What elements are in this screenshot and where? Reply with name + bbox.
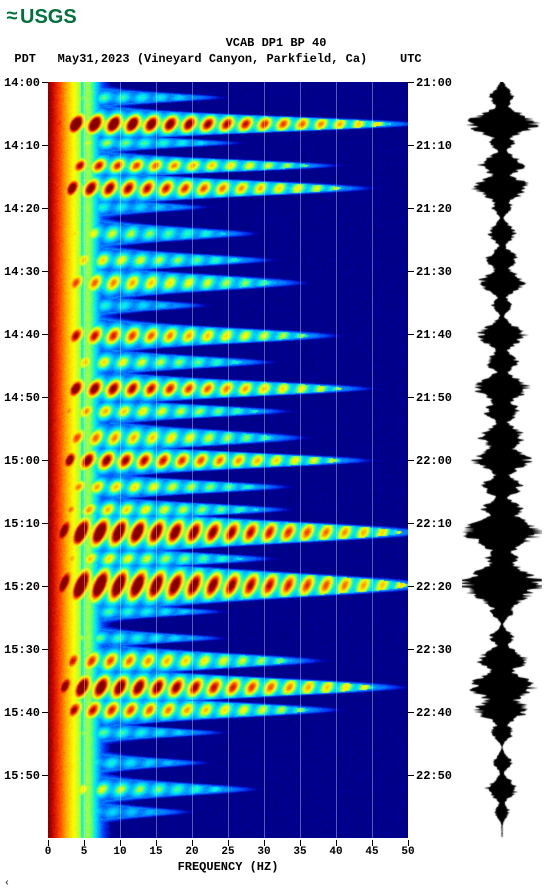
- gridline: [300, 82, 301, 838]
- x-label: 0: [45, 846, 52, 858]
- y-right-label: 22:00: [416, 454, 452, 468]
- y-tick: [42, 523, 48, 524]
- y-tick: [408, 397, 414, 398]
- y-tick: [42, 208, 48, 209]
- x-label: 15: [149, 846, 162, 858]
- seismogram-canvas: [462, 82, 542, 838]
- y-left-label: 15:00: [4, 454, 40, 468]
- y-right-label: 21:00: [416, 76, 452, 90]
- x-label: 45: [365, 846, 378, 858]
- y-tick: [42, 397, 48, 398]
- y-tick: [42, 775, 48, 776]
- y-tick: [42, 586, 48, 587]
- seismogram-panel: [462, 82, 542, 838]
- x-label: 30: [257, 846, 270, 858]
- wave-icon: ≈: [6, 6, 18, 29]
- y-left-label: 14:50: [4, 391, 40, 405]
- y-tick: [42, 334, 48, 335]
- y-tick: [42, 82, 48, 83]
- y-tick: [42, 271, 48, 272]
- y-tick: [42, 460, 48, 461]
- y-right-label: 22:10: [416, 517, 452, 531]
- y-right-label: 21:50: [416, 391, 452, 405]
- usgs-logo-text: USGS: [20, 6, 77, 29]
- y-right-label: 22:40: [416, 706, 452, 720]
- gridline: [228, 82, 229, 838]
- y-left-label: 15:20: [4, 580, 40, 594]
- x-label: 20: [185, 846, 198, 858]
- y-right-label: 22:20: [416, 580, 452, 594]
- gridline: [192, 82, 193, 838]
- y-tick: [408, 523, 414, 524]
- y-tick: [408, 586, 414, 587]
- y-right-label: 21:40: [416, 328, 452, 342]
- y-tick: [408, 82, 414, 83]
- x-label: 10: [113, 846, 126, 858]
- x-label: 35: [293, 846, 306, 858]
- y-left-label: 14:40: [4, 328, 40, 342]
- y-tick: [408, 271, 414, 272]
- chart-subtitle: PDT May31,2023 (Vineyard Canyon, Parkfie…: [0, 52, 552, 66]
- y-tick: [42, 145, 48, 146]
- y-right-label: 21:30: [416, 265, 452, 279]
- y-right-label: 22:30: [416, 643, 452, 657]
- y-right-label: 21:10: [416, 139, 452, 153]
- y-right-label: 21:20: [416, 202, 452, 216]
- y-tick: [408, 208, 414, 209]
- gridline: [264, 82, 265, 838]
- x-axis-title: FREQUENCY (HZ): [48, 860, 408, 874]
- y-left-label: 14:10: [4, 139, 40, 153]
- y-left-label: 15:50: [4, 769, 40, 783]
- usgs-logo: ≈ USGS: [6, 6, 77, 29]
- gridline: [336, 82, 337, 838]
- gridline: [84, 82, 85, 838]
- y-right-label: 22:50: [416, 769, 452, 783]
- y-tick: [42, 649, 48, 650]
- y-tick: [408, 145, 414, 146]
- utc-label: UTC: [400, 52, 422, 66]
- y-left-label: 14:00: [4, 76, 40, 90]
- y-left-label: 15:40: [4, 706, 40, 720]
- x-label: 50: [401, 846, 414, 858]
- y-tick: [408, 334, 414, 335]
- x-label: 40: [329, 846, 342, 858]
- gridline: [156, 82, 157, 838]
- small-mark: ‹: [4, 878, 10, 889]
- spectrogram-plot: [48, 82, 408, 838]
- y-tick: [408, 712, 414, 713]
- gridline: [120, 82, 121, 838]
- y-tick: [408, 649, 414, 650]
- gridline: [372, 82, 373, 838]
- y-tick: [408, 775, 414, 776]
- y-left-label: 15:10: [4, 517, 40, 531]
- y-left-label: 14:20: [4, 202, 40, 216]
- x-label: 5: [81, 846, 88, 858]
- x-label: 25: [221, 846, 234, 858]
- y-left-label: 14:30: [4, 265, 40, 279]
- y-left-label: 15:30: [4, 643, 40, 657]
- y-tick: [42, 712, 48, 713]
- chart-title: VCAB DP1 BP 40: [0, 36, 552, 50]
- y-tick: [408, 460, 414, 461]
